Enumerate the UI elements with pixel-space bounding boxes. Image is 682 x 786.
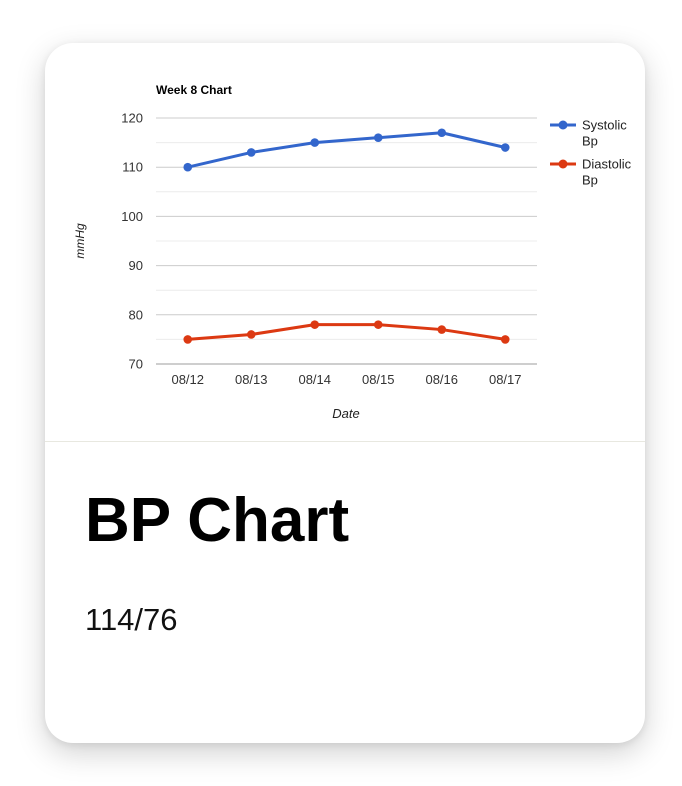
x-tick-label: 08/14 (298, 372, 331, 387)
legend-item: Systolic Bp (550, 118, 627, 149)
series-1 (183, 128, 510, 172)
data-point (373, 320, 383, 329)
chart-series (183, 128, 510, 344)
legend-swatch-dot (558, 120, 568, 130)
data-point (373, 133, 383, 142)
legend-swatch-dot (558, 159, 568, 169)
bp-chart-card[interactable]: Week 8 Chart 70 80 90 100 110 120 08/12 08/13 0… (45, 43, 645, 743)
y-tick-label: 100 (121, 209, 143, 224)
series-line (186, 323, 507, 341)
chart-area: Week 8 Chart 70 80 90 100 110 120 08/12 08/13 0… (45, 43, 645, 441)
x-axis-label: Date (332, 406, 359, 421)
y-axis-ticks: 70 80 90 100 110 120 (121, 111, 143, 372)
chart-gridlines (156, 117, 537, 365)
x-tick-label: 08/13 (235, 372, 268, 387)
legend-item: Diastolic Bp (550, 157, 632, 188)
chart-legend: Systolic Bp Diastolic Bp (550, 118, 632, 188)
y-tick-label: 80 (129, 307, 143, 322)
data-point (500, 335, 510, 344)
x-tick-label: 08/15 (362, 372, 395, 387)
y-tick-label: 110 (122, 160, 143, 175)
chart-title: Week 8 Chart (156, 83, 232, 97)
data-point (183, 335, 193, 344)
series-line (186, 131, 507, 169)
data-point (437, 128, 447, 138)
data-point (183, 162, 193, 172)
bp-reading-value: 114/76 (85, 602, 178, 637)
data-point (500, 143, 510, 152)
series-2 (183, 320, 510, 344)
x-tick-label: 08/17 (489, 372, 522, 387)
data-point (310, 320, 320, 329)
data-point (310, 138, 320, 147)
legend-label: Diastolic Bp (582, 157, 632, 188)
data-point (437, 325, 447, 334)
card-title: BP Chart (85, 486, 350, 555)
card-divider (45, 441, 645, 442)
data-point (246, 330, 256, 339)
x-tick-label: 08/16 (425, 372, 458, 387)
y-tick-label: 70 (129, 357, 143, 372)
y-tick-label: 90 (129, 258, 143, 273)
legend-label: Systolic Bp (582, 118, 627, 149)
y-axis-label: mmHg (73, 223, 87, 259)
y-tick-label: 120 (121, 111, 143, 126)
x-axis-ticks: 08/12 08/13 08/14 08/15 08/16 08/17 (171, 372, 521, 387)
data-point (246, 148, 256, 157)
x-tick-label: 08/12 (171, 372, 204, 387)
